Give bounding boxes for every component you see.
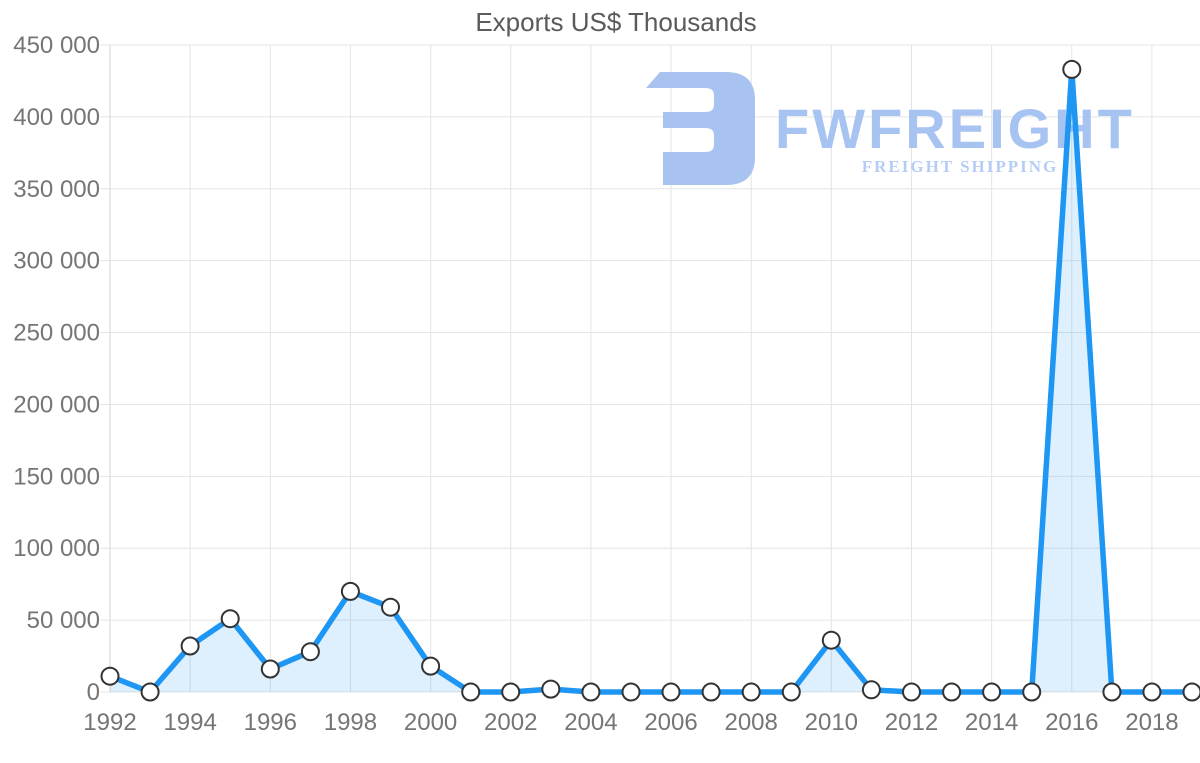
x-axis-label: 2004 [564,709,617,736]
data-point-marker [461,682,481,702]
data-point-marker [140,682,160,702]
brand-name-text: FWFREIGHT [775,97,1135,160]
y-axis-label: 300 000 [13,248,100,275]
brand-tagline-text: FREIGHT SHIPPING [862,157,1059,176]
y-axis-label: 250 000 [13,320,100,347]
x-axis-label: 1996 [244,709,297,736]
data-point-marker [100,666,120,686]
y-axis-label: 400 000 [13,104,100,131]
data-point-marker [1022,682,1042,702]
data-point-marker [300,642,320,662]
x-axis-label: 2000 [404,709,457,736]
x-axis-label: 2016 [1045,709,1098,736]
data-point-markers [100,59,1200,702]
axis-tick-labels: 0 50 000 100 000 150 000 200 000 250 000 300 0… [13,32,1178,736]
y-axis-label: 200 000 [13,391,100,418]
x-axis-label: 2012 [885,709,938,736]
data-point-marker [381,597,400,617]
data-point-marker [581,682,601,702]
x-axis-label: 1994 [163,709,216,736]
data-point-marker [421,656,441,676]
data-point-marker [701,682,721,702]
x-axis-label: 2010 [805,709,858,736]
x-axis-label: 2006 [644,709,697,736]
x-axis-label: 2002 [484,709,537,736]
x-axis-label: 2014 [965,709,1018,736]
data-point-marker [1102,682,1122,702]
data-point-marker [902,682,921,702]
y-axis-label: 150 000 [13,463,100,490]
exports-series [107,66,1195,695]
y-axis-label: 100 000 [13,535,100,562]
data-point-marker [821,630,841,650]
y-axis-label: 0 [87,679,100,706]
watermark-logo: FWFREIGHT FREIGHT SHIPPING [646,72,1135,185]
data-point-marker [1062,59,1082,79]
chart-title: Exports US$ Thousands [475,7,756,37]
y-axis-label: 50 000 [27,607,100,634]
data-point-marker [501,682,521,702]
data-point-marker [621,682,641,702]
data-point-marker [861,680,881,700]
data-point-marker [781,682,801,702]
trend-line [107,66,1195,695]
data-point-marker [180,636,200,656]
data-point-marker [1142,682,1162,702]
brand-f-icon [646,72,755,185]
data-point-marker [260,659,280,679]
data-point-marker [942,682,962,702]
x-axis-label: 1998 [324,709,377,736]
data-point-marker [1182,682,1200,702]
data-point-marker [340,581,360,601]
x-axis-label: 1992 [83,709,136,736]
x-axis-label: 2008 [724,709,777,736]
x-axis-label: 2018 [1125,709,1178,736]
data-point-marker [220,609,240,629]
data-point-marker [741,682,761,702]
data-point-marker [661,682,681,702]
y-axis-label: 450 000 [13,32,100,59]
y-axis-label: 350 000 [13,176,100,203]
data-point-marker [982,682,1002,702]
data-point-marker [541,679,561,699]
